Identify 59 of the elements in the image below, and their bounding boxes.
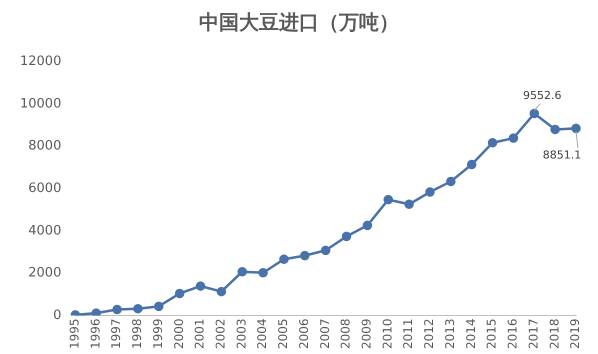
x-tick-label: 2016	[506, 318, 520, 350]
data-label: 9552.6	[523, 88, 562, 102]
x-tick-label: 2003	[234, 318, 248, 350]
x-tick-label: 2006	[296, 318, 311, 350]
point	[571, 124, 581, 134]
y-tick-label: 8000	[28, 138, 62, 154]
point	[425, 187, 435, 197]
point	[320, 246, 330, 256]
point	[154, 302, 164, 312]
x-tick-label: 2004	[255, 318, 270, 350]
point	[446, 176, 456, 186]
x-tick-label: 2013	[442, 318, 457, 350]
chart-title: 中国大豆进口（万吨）	[198, 9, 400, 36]
point	[342, 232, 352, 242]
x-tick-label: 1997	[109, 318, 124, 350]
x-tick-label: 2012	[422, 318, 436, 350]
x-tick-label: 2009	[360, 318, 374, 350]
x-tick-label: 1995	[67, 318, 82, 350]
x-tick-label: 1998	[130, 318, 144, 350]
point	[508, 133, 518, 143]
y-tick-label: 6000	[28, 181, 62, 196]
point	[237, 266, 247, 276]
x-tick-label: 2002	[214, 318, 228, 350]
point	[133, 304, 143, 314]
x-tick-label: 2005	[276, 318, 290, 350]
point	[196, 281, 206, 291]
x-tick-label: 2001	[192, 318, 207, 350]
point	[216, 286, 226, 296]
x-tick-label: 2007	[318, 318, 332, 350]
point	[362, 220, 372, 230]
y-tick-label: 2000	[28, 266, 62, 281]
x-tick-label: 2010	[380, 318, 394, 350]
point	[112, 304, 122, 314]
point	[258, 268, 268, 278]
point	[91, 308, 101, 316]
point	[466, 160, 476, 170]
x-tick-label: 1996	[88, 318, 102, 350]
x-tick-label: 2008	[338, 318, 353, 350]
y-tick-label: 0	[53, 308, 62, 323]
point	[174, 288, 184, 298]
y-tick-label: 12000	[20, 54, 62, 70]
x-tick-label: 2019	[568, 318, 582, 350]
data-label: 8851.1	[542, 148, 582, 162]
x-tick-label: 1999	[150, 318, 165, 350]
point	[550, 124, 560, 134]
y-tick-label: 10000	[20, 96, 62, 112]
x-tick-label: 2018	[547, 318, 562, 350]
x-tick-label: 2017	[526, 318, 540, 350]
point	[404, 200, 414, 210]
point	[530, 108, 540, 118]
point	[384, 194, 394, 204]
point	[300, 250, 310, 260]
x-tick-label: 2011	[401, 318, 416, 350]
x-tick-label: 2014	[464, 318, 478, 350]
y-tick-label: 4000	[28, 223, 62, 238]
x-tick-label: 2015	[484, 318, 499, 350]
point	[488, 138, 498, 148]
x-tick-label: 2000	[172, 318, 186, 350]
point	[279, 254, 289, 264]
